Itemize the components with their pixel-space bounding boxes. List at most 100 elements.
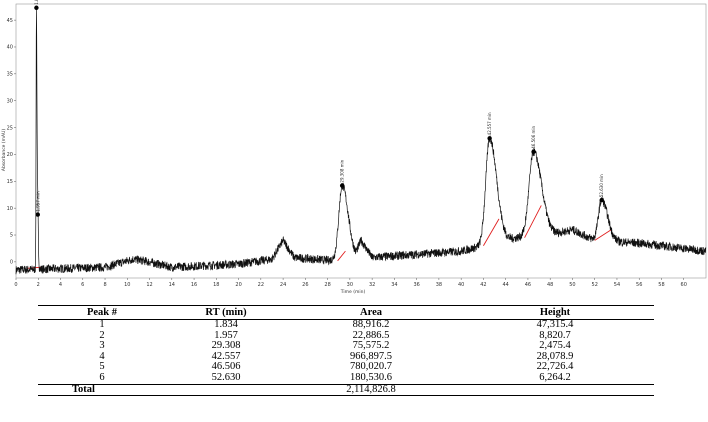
table-row: 4 42.557 966,897.5 28,078.9 [38,350,654,363]
peak-marker [35,212,40,217]
y-tick-label: 0 [10,260,13,266]
cell-rt: 46.506 [211,361,241,373]
cell-area: 22,886.5 [352,329,390,341]
y-tick-label: 45 [7,18,13,24]
cell-peak: 2 [99,329,105,341]
x-tick-label: 16 [191,282,197,288]
x-tick-label: 48 [547,282,553,288]
x-tick-label: 30 [347,282,353,288]
peak-marker [339,183,345,188]
x-tick-label: 38 [436,282,442,288]
cell-area: 780,020.7 [350,361,392,373]
x-tick-label: 56 [636,282,642,288]
x-tick-label: 36 [413,282,419,288]
chromatogram-trace [15,9,707,275]
x-tick-label: 60 [681,282,687,288]
x-axis-label: Time (min) [340,289,366,295]
peak-label: 1.834 min [34,0,39,5]
table-row: 3 29.308 75,575.2 2,475.4 [38,341,654,352]
y-tick-label: 15 [7,179,13,185]
peak-markers: 1.834 min 1.957 min 29.308 min 42.557 min 46… [34,0,604,217]
table-row: 5 46.506 780,020.7 22,726.4 [38,362,654,373]
x-tick-label: 18 [213,282,219,288]
table-header-row: Peak # RT (min) Area Height [38,305,654,320]
peak-label: 46.506 min [531,125,536,148]
cell-height: 28,078.9 [536,350,574,362]
x-tick-label: 26 [302,282,308,288]
cell-peak: 1 [99,319,105,330]
x-tick-label: 2 [37,282,40,288]
cell-height: 47,315.4 [536,319,574,330]
table-total-row: Total 2,114,826.8 [38,383,654,397]
cell-rt: 1.834 [214,319,238,330]
cell-height: 6,264.2 [539,371,571,383]
cell-height: 8,820.7 [539,329,571,341]
table-row: 2 1.957 22,886.5 8,820.7 [38,329,654,342]
cell-peak: 5 [99,361,105,373]
x-tick-label: 50 [569,282,575,288]
y-tick-label: 5 [10,233,13,239]
x-tick-label: 32 [369,282,375,288]
y-tick-label: 40 [7,45,13,51]
y-tick-label: 20 [7,152,13,158]
table-row: 1 1.834 88,916.2 47,315.4 [38,319,654,331]
x-tick-label: 10 [124,282,130,288]
y-tick-label: 35 [7,72,13,78]
peak-marker [487,136,492,141]
x-tick-label: 58 [658,282,664,288]
col-area-header: Area [286,305,456,320]
x-tick-label: 28 [324,282,330,288]
total-height-empty [456,383,654,397]
x-tick-label: 14 [169,282,175,288]
cell-height: 22,726.4 [536,361,574,373]
cell-rt: 1.957 [214,329,238,341]
cell-rt: 29.308 [211,340,241,352]
peak-marker [34,5,39,10]
y-axis: 0 5 10 15 20 25 30 35 40 45 [7,18,16,266]
cell-peak: 6 [99,371,105,383]
y-tick-label: 30 [7,98,13,104]
x-tick-label: 6 [81,282,84,288]
x-tick-label: 20 [235,282,241,288]
x-tick-label: 54 [614,282,620,288]
total-label: Total [38,383,166,397]
plot-frame [15,3,707,279]
x-tick-label: 34 [391,282,397,288]
y-tick-label: 10 [7,206,13,212]
x-tick-label: 12 [146,282,152,288]
x-tick-label: 0 [14,282,17,288]
y-axis-label: Absorbance (mAU) [1,129,7,172]
x-tick-label: 40 [458,282,464,288]
x-axis: 0 2 4 6 8 10 12 14 16 18 20 22 24 26 28 30 32 34 36 38 40 42 4… [14,278,687,288]
cell-area: 88,916.2 [352,319,390,330]
cell-peak: 3 [99,340,105,352]
cell-area: 966,897.5 [350,350,392,362]
peak-label: 29.308 min [340,159,345,182]
peak-results-table: Peak # RT (min) Area Height 1 1.834 88,9… [38,305,654,397]
cell-height: 2,475.4 [539,340,571,352]
x-tick-label: 8 [103,282,106,288]
col-height-header: Height [456,305,654,320]
cell-rt: 52.630 [211,371,241,383]
peak-label: 1.957 min [35,191,40,212]
cell-rt: 42.557 [211,350,241,362]
x-tick-label: 24 [280,282,286,288]
x-tick-label: 42 [480,282,486,288]
col-rt-header: RT (min) [166,305,286,320]
cell-area: 75,575.2 [352,340,390,352]
peak-marker [531,149,536,154]
cell-peak: 4 [99,350,105,362]
peak-label: 52.630 min [599,174,604,197]
y-tick-label: 25 [7,125,13,131]
peak-marker [599,197,604,203]
cell-area: 180,530.6 [350,371,392,383]
x-tick-label: 22 [258,282,264,288]
table-row: 6 52.630 180,530.6 6,264.2 [38,371,654,384]
total-area: 2,114,826.8 [286,383,456,397]
col-peak-header: Peak # [38,305,166,320]
x-tick-label: 46 [525,282,531,288]
x-tick-label: 52 [592,282,598,288]
x-tick-label: 44 [502,282,508,288]
x-tick-label: 4 [59,282,62,288]
